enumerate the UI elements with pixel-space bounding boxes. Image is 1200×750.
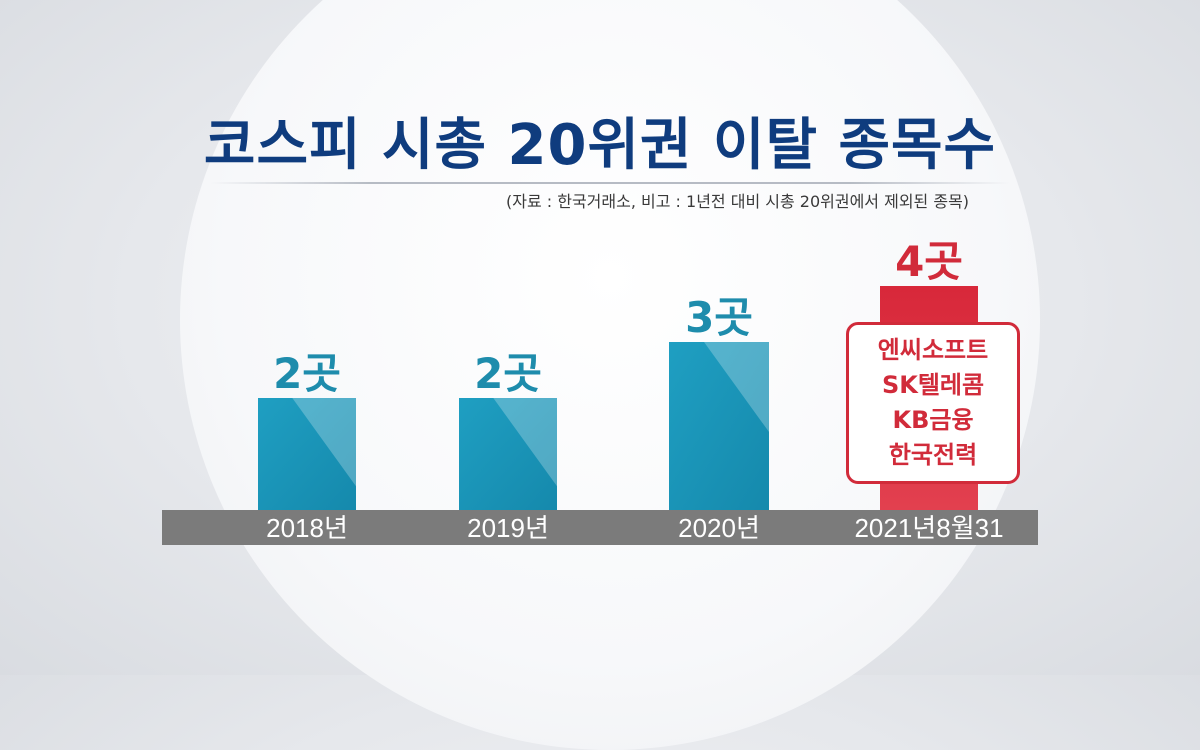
callout-item: SK텔레콤 bbox=[881, 371, 985, 399]
bar-1 bbox=[459, 398, 557, 510]
x-axis-band bbox=[162, 510, 1038, 545]
bar-shine-1 bbox=[493, 398, 557, 487]
bar-shine-0 bbox=[292, 398, 356, 487]
data-label-1: 2곳 bbox=[474, 349, 542, 398]
bar-2 bbox=[669, 342, 769, 510]
data-label-2: 3곳 bbox=[685, 293, 753, 342]
category-label-2: 2020년 bbox=[678, 513, 760, 543]
source-note: (자료 : 한국거래소, 비고 : 1년전 대비 시총 20위권에서 제외된 종… bbox=[506, 192, 970, 211]
bar-shine-2 bbox=[704, 342, 769, 432]
bar-0 bbox=[258, 398, 356, 510]
callout-item: 한국전력 bbox=[888, 441, 978, 469]
callout-box: 엔씨소프트 SK텔레콤 KB금융 한국전력 bbox=[846, 322, 1020, 484]
data-label-3: 4곳 bbox=[895, 237, 963, 286]
title-divider bbox=[210, 182, 1010, 184]
chart-title: 코스피 시총 20위권 이탈 종목수 bbox=[203, 113, 997, 178]
data-label-0: 2곳 bbox=[273, 349, 341, 398]
callout-item: 엔씨소프트 bbox=[877, 336, 989, 364]
callout-item: KB금융 bbox=[892, 406, 974, 434]
category-label-3: 2021년8월31 bbox=[854, 513, 1003, 543]
category-label-0: 2018년 bbox=[266, 513, 348, 543]
bar-chart: 2곳 2018년 2곳 2019년 3곳 2020년 4곳 2021년8월31 bbox=[162, 237, 1038, 545]
category-label-1: 2019년 bbox=[467, 513, 549, 543]
